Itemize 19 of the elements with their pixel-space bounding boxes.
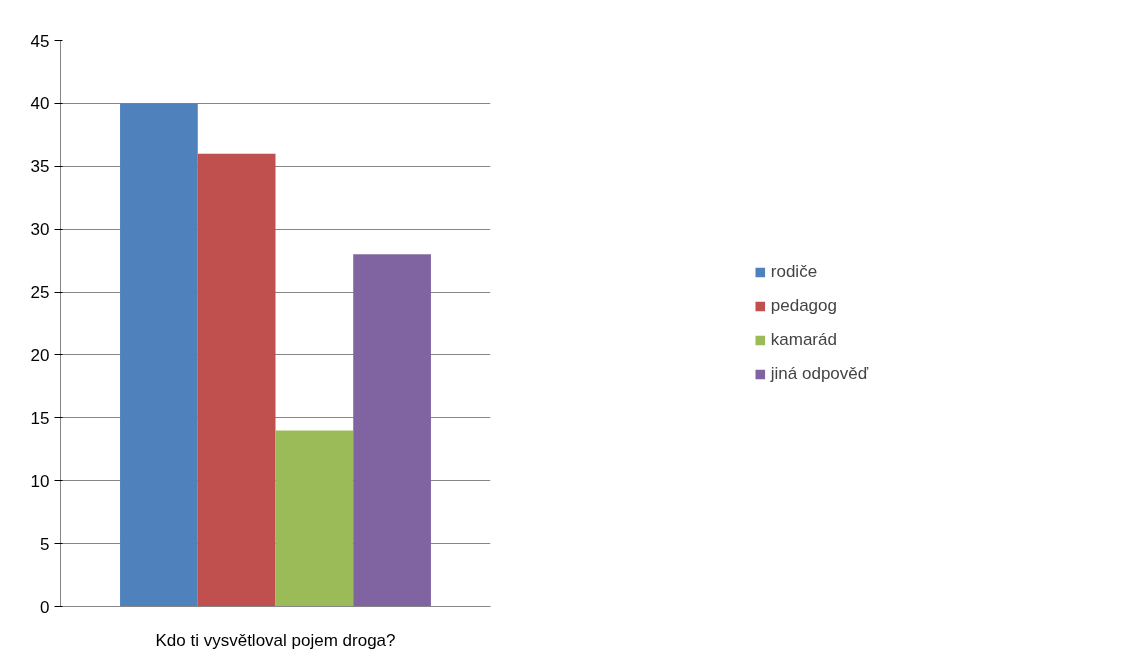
bar [275, 430, 354, 607]
y-tick-label: 25 [30, 283, 50, 303]
y-tick-label: 20 [30, 345, 50, 365]
y-tick-label: 30 [30, 220, 50, 240]
y-tick-label: 40 [30, 94, 50, 114]
legend-label: jiná odpověď [770, 364, 869, 384]
y-tick-label: 10 [30, 471, 50, 491]
y-tick-label: 15 [30, 408, 50, 428]
bar [120, 103, 198, 607]
legend-label: rodiče [770, 262, 818, 282]
legend-label: kamarád [770, 330, 837, 350]
x-tick-label: Kdo ti vysvětloval pojem droga? [155, 630, 396, 650]
bar [197, 153, 276, 607]
bar [353, 254, 431, 607]
legend-label: pedagog [770, 296, 837, 316]
y-tick-label: 0 [40, 597, 50, 617]
y-tick-label: 45 [30, 31, 50, 51]
y-tick-label: 5 [40, 534, 50, 554]
y-tick-label: 35 [30, 157, 50, 177]
